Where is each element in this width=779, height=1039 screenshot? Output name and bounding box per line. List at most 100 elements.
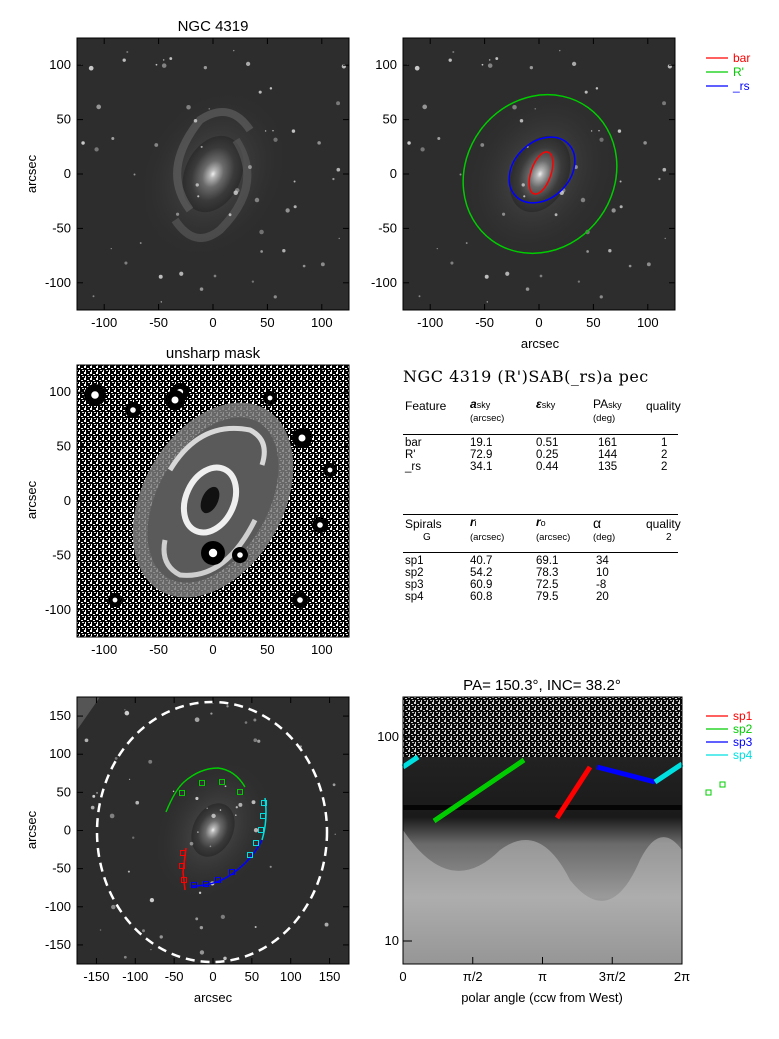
- panel-unsharp-mask: unsharp mask -100 -50 0 50 100 100 50 0 -50-100 …: [24, 345, 350, 657]
- spiral-marker: [247, 852, 253, 858]
- col-eps-sub: sky: [541, 400, 556, 410]
- star: [142, 929, 145, 933]
- col-a-sub: sky: [476, 400, 491, 410]
- x-tick-label: -50: [475, 315, 494, 330]
- star: [332, 783, 336, 787]
- spiral-fit-segment: [401, 754, 420, 770]
- star: [92, 794, 96, 798]
- feature-cell-q: 1: [661, 437, 668, 449]
- polar-dark-band: [403, 805, 682, 810]
- panel-polar-deprojection: PA= 150.3°, INC= 38.2° 0 π/2 π 3π/2 2π10010 …: [377, 677, 752, 1005]
- col-pa-sub: sky: [608, 400, 622, 410]
- star: [608, 249, 612, 253]
- col-pa-unit: (deg): [593, 413, 616, 424]
- x-tick-label: -50: [165, 969, 184, 984]
- legend-label: sp2: [733, 722, 753, 736]
- star: [272, 129, 274, 132]
- x-tick-label: 0: [399, 969, 406, 984]
- spiral-marker: [260, 813, 266, 819]
- x-tick-label: -150: [83, 969, 109, 984]
- y-tick-label: -150: [45, 937, 71, 952]
- x-axis-label: arcsec: [521, 336, 560, 351]
- spiral-cell-alpha: -8: [596, 579, 607, 591]
- star: [248, 165, 252, 169]
- galaxy-spiral-arm: [171, 137, 252, 242]
- spiral-cell-ro: 72.5: [536, 579, 559, 591]
- star: [420, 147, 425, 152]
- spiral-marker: [219, 779, 225, 785]
- legend-marker: [719, 781, 726, 788]
- spiral-fit-segment: [653, 761, 684, 785]
- y-tick-label: 150: [49, 708, 71, 723]
- panel-galaxy-image: NGC 4319 -100 -50 0 50 100 100 50 0 -50 -100 arcs…: [24, 18, 350, 330]
- y-tick-label: -50: [52, 861, 71, 876]
- x-tick-label: 50: [586, 315, 600, 330]
- image-corner: [77, 697, 100, 730]
- star: [481, 63, 484, 66]
- spiral-cell-ri: 60.9: [470, 579, 493, 591]
- star: [317, 141, 321, 145]
- star: [194, 717, 200, 723]
- spiral-marker: [180, 850, 186, 856]
- star: [580, 197, 586, 203]
- x-tick-label: π: [538, 969, 547, 984]
- legend-label: _rs: [732, 79, 750, 93]
- star: [81, 141, 85, 145]
- y-tick-label: 50: [383, 112, 397, 127]
- star: [334, 833, 336, 835]
- x-tick-label: 100: [280, 969, 302, 984]
- star: [598, 129, 600, 132]
- col-spiral-quality-val: 2: [666, 532, 672, 543]
- col-spirals-sub: G: [423, 532, 431, 543]
- legend-label: sp1: [733, 709, 753, 723]
- star: [122, 58, 126, 62]
- star: [172, 790, 175, 793]
- star: [480, 143, 485, 147]
- star: [254, 197, 260, 203]
- star: [436, 247, 438, 250]
- spiral-cell-ri: 40.7: [470, 555, 493, 567]
- star: [159, 935, 163, 939]
- star: [338, 237, 340, 240]
- star: [114, 757, 118, 760]
- star: [495, 57, 499, 60]
- y-tick-label: 100: [49, 746, 71, 761]
- spiral-marker: [199, 780, 205, 786]
- star: [128, 778, 131, 781]
- spiral-marker: [203, 881, 209, 887]
- col-alpha: α: [593, 515, 602, 531]
- col-a-sky: asky: [470, 397, 490, 411]
- col-ro-sub: o: [540, 518, 546, 528]
- axes-galaxy-image: -100 -50 0 50 100 100 50 0 -50 -100: [45, 38, 349, 330]
- star: [414, 65, 420, 71]
- star: [282, 249, 286, 253]
- star: [224, 785, 227, 788]
- x-tick-label: -50: [149, 642, 168, 657]
- star: [512, 104, 517, 110]
- star: [235, 806, 238, 809]
- table-rule: [403, 514, 678, 515]
- inner-ring-feature: [180, 464, 240, 536]
- masked-star-core: [317, 522, 323, 528]
- star: [595, 87, 599, 90]
- spiral-marker: [229, 869, 235, 875]
- star: [133, 173, 136, 176]
- star: [269, 865, 272, 868]
- star: [94, 147, 99, 152]
- axes-spiral-overlay: -150 -100 -50 0 50 100 150 150 100 50 0 -50 -100 -150: [45, 697, 349, 984]
- bar-ellipse: [528, 151, 554, 195]
- axes-ellipse-fits: -100 -50 0 50 100 100 50 0 -50 -100: [371, 38, 675, 330]
- star: [169, 57, 173, 60]
- star: [96, 791, 99, 794]
- star: [628, 264, 632, 268]
- masked-star-core: [327, 467, 333, 473]
- star: [336, 167, 341, 172]
- spiral-marker: [181, 877, 187, 883]
- star: [219, 809, 222, 811]
- spiral-cell-ri: 54.2: [470, 567, 493, 579]
- star: [571, 61, 577, 67]
- star: [110, 247, 112, 250]
- star: [285, 208, 290, 213]
- star: [155, 63, 158, 66]
